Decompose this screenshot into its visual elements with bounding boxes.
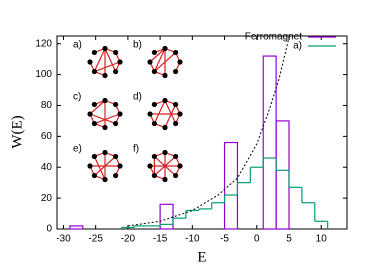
y-axis-label: W(E) [9, 115, 25, 148]
inset-edge [89, 100, 106, 115]
inset-node [147, 111, 153, 117]
inset-label: b) [133, 40, 142, 51]
inset-edge [104, 48, 117, 72]
inset-node [102, 97, 108, 104]
inset-node [162, 149, 168, 156]
histogram-bar [69, 225, 84, 230]
inset-node [102, 176, 108, 183]
inset-edge [94, 113, 121, 125]
plot-frame [56, 35, 348, 230]
inset-node [91, 120, 97, 127]
inset-node [151, 120, 157, 127]
inset-label: a) [73, 40, 82, 51]
inset-node [113, 120, 119, 127]
x-tick-label: -25 [88, 234, 103, 245]
inset-node [177, 59, 183, 65]
inset-label: c) [73, 92, 81, 103]
inset-node [117, 111, 123, 117]
inset-node [113, 49, 119, 56]
inset-label: f) [133, 144, 139, 155]
y-tick-label: 0 [46, 224, 52, 235]
inset-edge [153, 100, 166, 124]
inset-node [151, 101, 157, 108]
inset-node [173, 68, 179, 75]
inset-node [91, 101, 97, 108]
inset-node [151, 172, 157, 179]
inset-label: d) [133, 92, 142, 103]
inset-node [87, 59, 93, 65]
inset-node [91, 172, 97, 179]
inset-node [113, 68, 119, 75]
x-tick-label: -10 [185, 234, 200, 245]
histogram-bar [275, 120, 290, 230]
inset-node [177, 111, 183, 117]
inset-edge [153, 48, 166, 72]
x-tick-label: 10 [316, 234, 328, 245]
inset-node [113, 101, 119, 108]
inset-node [162, 97, 168, 104]
legend-label: a) [293, 41, 302, 52]
inset-node [162, 72, 168, 79]
legend-label: Ferromagnet [245, 32, 302, 43]
histogram-bar [159, 203, 174, 230]
inset-node [162, 176, 168, 183]
inset-edge [153, 52, 177, 72]
inset-node [162, 124, 168, 131]
inset-node [91, 153, 97, 160]
y-tick-label: 120 [35, 38, 52, 49]
inset-node [91, 49, 97, 56]
inset-node [87, 111, 93, 117]
x-tick-label: -5 [220, 234, 229, 245]
inset-edge [94, 61, 121, 73]
inset-node [151, 153, 157, 160]
y-tick-label: 80 [41, 100, 53, 111]
inset-node [147, 59, 153, 65]
inset-node [173, 153, 179, 160]
inset-node [173, 120, 179, 127]
y-tick-label: 100 [35, 69, 52, 80]
histogram-bar [262, 55, 277, 230]
inset-edge [149, 48, 166, 63]
inset-edge [93, 156, 106, 180]
x-tick-label: -15 [153, 234, 168, 245]
y-tick-label: 40 [41, 162, 53, 173]
inset-node [151, 49, 157, 56]
inset-node [87, 163, 93, 169]
inset-node [151, 68, 157, 75]
inset-node [162, 45, 168, 52]
inset-node [102, 45, 108, 52]
x-tick-label: 0 [254, 234, 260, 245]
inset-node [117, 59, 123, 65]
inset-edge [93, 48, 106, 72]
y-tick-label: 20 [41, 193, 53, 204]
inset-node [91, 68, 97, 75]
x-axis-label: E [197, 249, 206, 265]
inset-node [177, 163, 183, 169]
inset-node [147, 163, 153, 169]
inset-node [173, 101, 179, 108]
inset-edge [89, 113, 116, 125]
inset-node [113, 172, 119, 179]
x-tick-label: 5 [286, 234, 292, 245]
inset-edge [153, 156, 177, 176]
x-tick-label: -30 [56, 234, 71, 245]
inset-edge [164, 104, 177, 128]
inset-node [102, 124, 108, 131]
fit-curve [127, 37, 290, 227]
inset-node [102, 149, 108, 156]
histogram-bar [223, 141, 239, 230]
y-tick-label: 60 [41, 131, 53, 142]
inset-node [173, 49, 179, 56]
inset-node [173, 172, 179, 179]
inset-node [102, 72, 108, 79]
inset-node [117, 163, 123, 169]
x-tick-label: -20 [121, 234, 136, 245]
inset-node [113, 153, 119, 160]
inset-label: e) [73, 144, 82, 155]
inset-edge [164, 100, 177, 124]
